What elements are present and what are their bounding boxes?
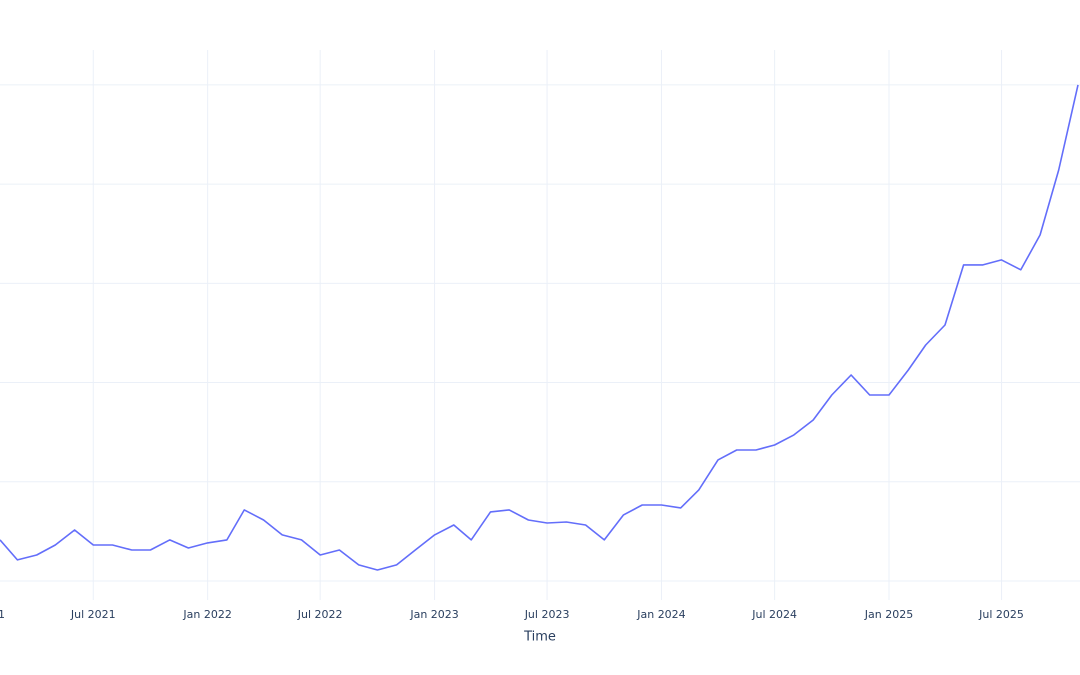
x-tick-label: Jul 2021 xyxy=(70,608,116,621)
line-series xyxy=(0,84,1079,571)
x-tick-label: Jan 2023 xyxy=(409,608,458,621)
x-tick-label: Jul 2024 xyxy=(751,608,797,621)
x-tick-label: Jan 2022 xyxy=(182,608,231,621)
x-tick-label: Jul 2025 xyxy=(978,608,1024,621)
x-tick-label: Jan 2024 xyxy=(636,608,685,621)
x-tick-label: Jan 2025 xyxy=(864,608,913,621)
x-tick-label: Jul 2023 xyxy=(524,608,570,621)
x-tick-label: Jan 2021 xyxy=(0,608,5,621)
x-axis-title: Time xyxy=(523,630,556,645)
x-tick-label: Jul 2022 xyxy=(297,608,343,621)
